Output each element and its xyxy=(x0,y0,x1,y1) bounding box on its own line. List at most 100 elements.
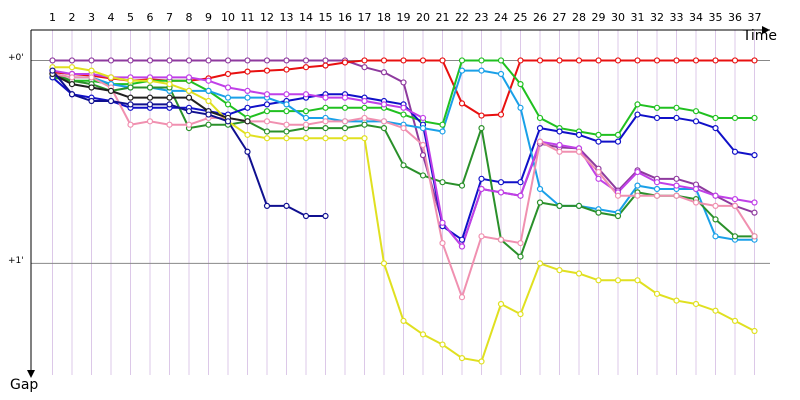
data-point xyxy=(419,172,427,179)
data-point xyxy=(302,64,310,71)
data-point xyxy=(244,87,251,94)
data-point xyxy=(634,57,641,64)
x-tick-label: 17 xyxy=(358,11,372,24)
data-point xyxy=(68,91,76,98)
data-point xyxy=(517,179,524,186)
data-point xyxy=(556,202,563,209)
x-tick-label: 11 xyxy=(241,11,255,24)
data-point xyxy=(341,59,349,66)
x-tick-label: 2 xyxy=(69,11,76,24)
data-point xyxy=(127,84,134,91)
data-point xyxy=(146,94,154,101)
data-point xyxy=(595,209,602,216)
data-point xyxy=(536,57,544,64)
data-point xyxy=(614,131,622,138)
data-point xyxy=(595,175,602,182)
x-tick-label: 28 xyxy=(572,11,586,24)
data-point xyxy=(263,91,271,98)
data-point xyxy=(595,57,602,64)
data-point xyxy=(322,118,329,125)
data-point xyxy=(653,185,661,193)
data-point xyxy=(302,135,310,142)
data-point xyxy=(673,104,680,111)
data-point xyxy=(712,202,719,209)
data-point xyxy=(497,111,505,118)
data-point xyxy=(673,182,680,189)
data-point xyxy=(322,212,329,220)
x-tick-label: 5 xyxy=(127,11,134,24)
data-point xyxy=(166,57,173,64)
y-tick-label: +0' xyxy=(8,53,24,63)
x-tick-label: 12 xyxy=(260,11,274,24)
data-point xyxy=(244,68,251,75)
data-point xyxy=(419,124,427,132)
data-point xyxy=(653,192,661,199)
data-point xyxy=(322,94,329,101)
data-point xyxy=(575,57,583,64)
data-point xyxy=(283,202,290,209)
data-point xyxy=(439,341,446,348)
data-point xyxy=(263,67,271,74)
data-point xyxy=(653,290,661,297)
data-point xyxy=(302,57,310,64)
data-point xyxy=(244,131,251,138)
data-point xyxy=(478,124,485,132)
y-axis-arrow xyxy=(27,370,35,378)
data-point xyxy=(595,168,602,176)
data-point xyxy=(614,212,622,220)
data-point xyxy=(361,97,368,105)
data-point xyxy=(439,239,446,247)
x-tick-label: 30 xyxy=(611,11,625,24)
data-point xyxy=(283,91,290,98)
data-point xyxy=(88,74,95,81)
data-point xyxy=(322,57,329,64)
data-point xyxy=(263,202,271,209)
data-point xyxy=(205,111,212,118)
x-tick-label: 33 xyxy=(670,11,684,24)
data-point xyxy=(49,67,56,74)
data-point xyxy=(244,94,251,101)
data-point xyxy=(400,104,407,111)
data-point xyxy=(439,121,446,128)
data-point xyxy=(224,57,232,64)
y-axis-title: Gap xyxy=(10,377,38,393)
data-point xyxy=(107,97,115,105)
data-point xyxy=(517,311,524,318)
data-point xyxy=(107,87,115,94)
x-tick-label: 29 xyxy=(592,11,606,24)
x-tick-label: 15 xyxy=(319,11,333,24)
data-point xyxy=(497,179,505,186)
data-point xyxy=(595,131,602,138)
data-point xyxy=(478,185,485,193)
x-tick-label: 24 xyxy=(494,11,508,24)
data-point xyxy=(185,74,193,81)
data-point xyxy=(497,70,505,78)
data-point xyxy=(166,121,173,128)
data-point xyxy=(575,148,583,155)
data-point xyxy=(712,57,719,64)
data-point xyxy=(322,124,329,132)
data-point xyxy=(68,64,76,71)
data-point xyxy=(478,57,485,64)
data-point xyxy=(419,152,427,159)
data-point xyxy=(536,199,544,206)
x-tick-label: 32 xyxy=(650,11,664,24)
data-point xyxy=(614,277,622,284)
data-point xyxy=(400,162,407,169)
data-point xyxy=(166,101,173,108)
data-point xyxy=(517,192,524,199)
x-tick-label: 14 xyxy=(299,11,313,24)
data-point xyxy=(458,294,466,301)
data-point xyxy=(614,138,622,145)
data-point xyxy=(556,128,563,135)
data-point xyxy=(205,77,212,84)
data-point xyxy=(302,121,310,128)
x-tick-label: 37 xyxy=(748,11,762,24)
data-point xyxy=(107,57,115,64)
data-point xyxy=(88,97,95,105)
data-point xyxy=(419,141,427,149)
data-point xyxy=(458,182,466,189)
data-point xyxy=(751,199,758,206)
data-point xyxy=(439,57,446,64)
data-point xyxy=(692,118,700,125)
